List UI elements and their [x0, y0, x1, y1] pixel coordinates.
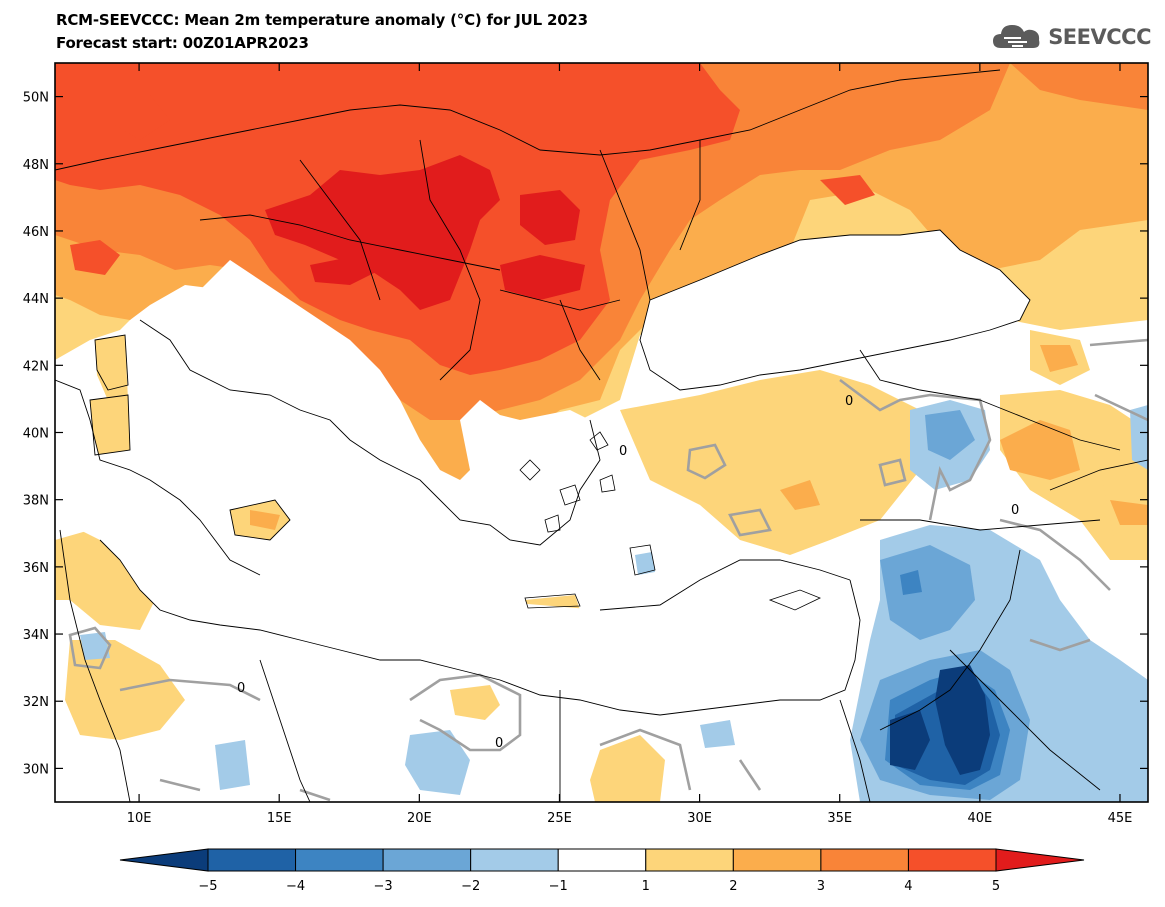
- lat-tick-label: 34N: [23, 628, 49, 643]
- lat-tick-label: 30N: [23, 762, 49, 777]
- contour-label: 0: [619, 444, 627, 459]
- lon-tick-label: 30E: [687, 811, 712, 826]
- anomaly-field-below-minus5: [890, 665, 990, 775]
- legend-min-arrow: [119, 848, 209, 872]
- legend-swatch: [820, 848, 909, 872]
- lon-tick-label: 35E: [827, 811, 852, 826]
- lat-tick-label: 48N: [23, 158, 49, 173]
- forecast-start-label: Forecast start: 00Z01APR2023: [56, 34, 309, 52]
- legend-label: 4: [904, 879, 912, 894]
- zero-contours: [68, 338, 1148, 802]
- lon-tick-label: 15E: [267, 811, 292, 826]
- lat-tick-label: 36N: [23, 561, 49, 576]
- contour-label: 0: [495, 736, 503, 751]
- legend-label: −2: [461, 879, 480, 894]
- legend-label: 1: [642, 879, 650, 894]
- legend-swatch: [382, 848, 472, 872]
- legend-label: −4: [286, 879, 305, 894]
- lon-tick-label: 10E: [127, 811, 152, 826]
- legend-swatch: [295, 848, 384, 872]
- contour-label: 0: [845, 394, 853, 409]
- logo-text: SEEVCCC: [1048, 25, 1151, 49]
- lat-tick-label: 46N: [23, 225, 49, 240]
- legend-label: −1: [549, 879, 568, 894]
- lat-tick-label: 42N: [23, 359, 49, 374]
- legend-swatch: [732, 848, 822, 872]
- lat-tick-label: 32N: [23, 695, 49, 710]
- legend-label: 2: [729, 879, 737, 894]
- lat-tick-label: 44N: [23, 292, 49, 307]
- cloud-icon: [993, 25, 1040, 48]
- latitude-axis: 30N 32N 34N 36N 38N 40N 42N 44N 46N 48N 50N: [23, 91, 1148, 777]
- longitude-axis: 10E 15E 20E 25E 30E 35E 40E 45E: [127, 63, 1133, 826]
- anomaly-field-above5: [265, 155, 585, 310]
- seevccc-logo: SEEVCCC: [991, 20, 1151, 54]
- lat-tick-label: 38N: [23, 494, 49, 509]
- legend-swatch: [470, 848, 559, 872]
- lon-tick-label: 20E: [407, 811, 432, 826]
- legend-swatch: [645, 848, 734, 872]
- contour-label: 0: [1011, 503, 1019, 518]
- contour-labels: 0 0 0 0 0: [237, 394, 1019, 751]
- contour-label: 0: [237, 681, 245, 696]
- lat-tick-label: 50N: [23, 91, 49, 106]
- legend-label: 5: [992, 879, 1000, 894]
- legend-swatch: [207, 848, 297, 872]
- legend-label: −3: [374, 879, 393, 894]
- legend-label: −5: [198, 879, 217, 894]
- lon-tick-label: 40E: [967, 811, 992, 826]
- legend-swatch: [907, 848, 997, 872]
- coastlines-and-borders: [55, 69, 1148, 802]
- legend-max-arrow: [995, 848, 1085, 872]
- lon-tick-label: 25E: [547, 811, 572, 826]
- lat-tick-label: 40N: [23, 427, 49, 442]
- lon-tick-label: 45E: [1108, 811, 1133, 826]
- map-title: RCM-SEEVCCC: Mean 2m temperature anomaly…: [56, 11, 588, 29]
- color-legend: −5 −4 −3 −2 −1 1 2 3 4 5: [119, 848, 1085, 894]
- legend-label: 3: [817, 879, 825, 894]
- islands: [519, 431, 821, 611]
- legend-swatch: [557, 848, 647, 872]
